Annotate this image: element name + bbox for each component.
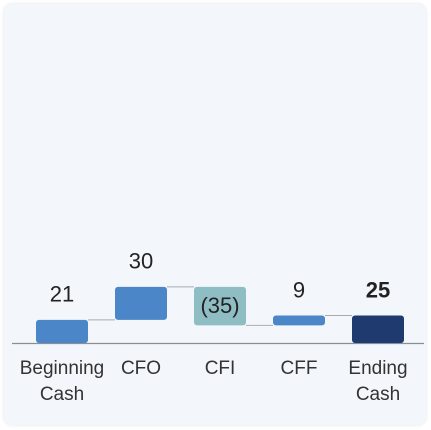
value-label: 21 [50, 282, 74, 307]
value-label: 30 [129, 249, 153, 274]
value-label: 25 [366, 277, 390, 302]
bar [36, 319, 88, 343]
value-label: (35) [200, 293, 239, 318]
x-tick-label: CFO [120, 358, 162, 379]
x-tick-label: Beginning Cash [19, 358, 105, 405]
x-tick-label: CFF [280, 358, 318, 379]
bar [194, 286, 246, 326]
x-tick-label: CFI [204, 358, 236, 379]
value-label: 9 [293, 277, 305, 302]
bar [115, 286, 167, 320]
bar [352, 315, 404, 343]
x-tick-label: Ending Cash [348, 358, 408, 405]
chart-card [4, 4, 426, 425]
bar [273, 315, 325, 326]
